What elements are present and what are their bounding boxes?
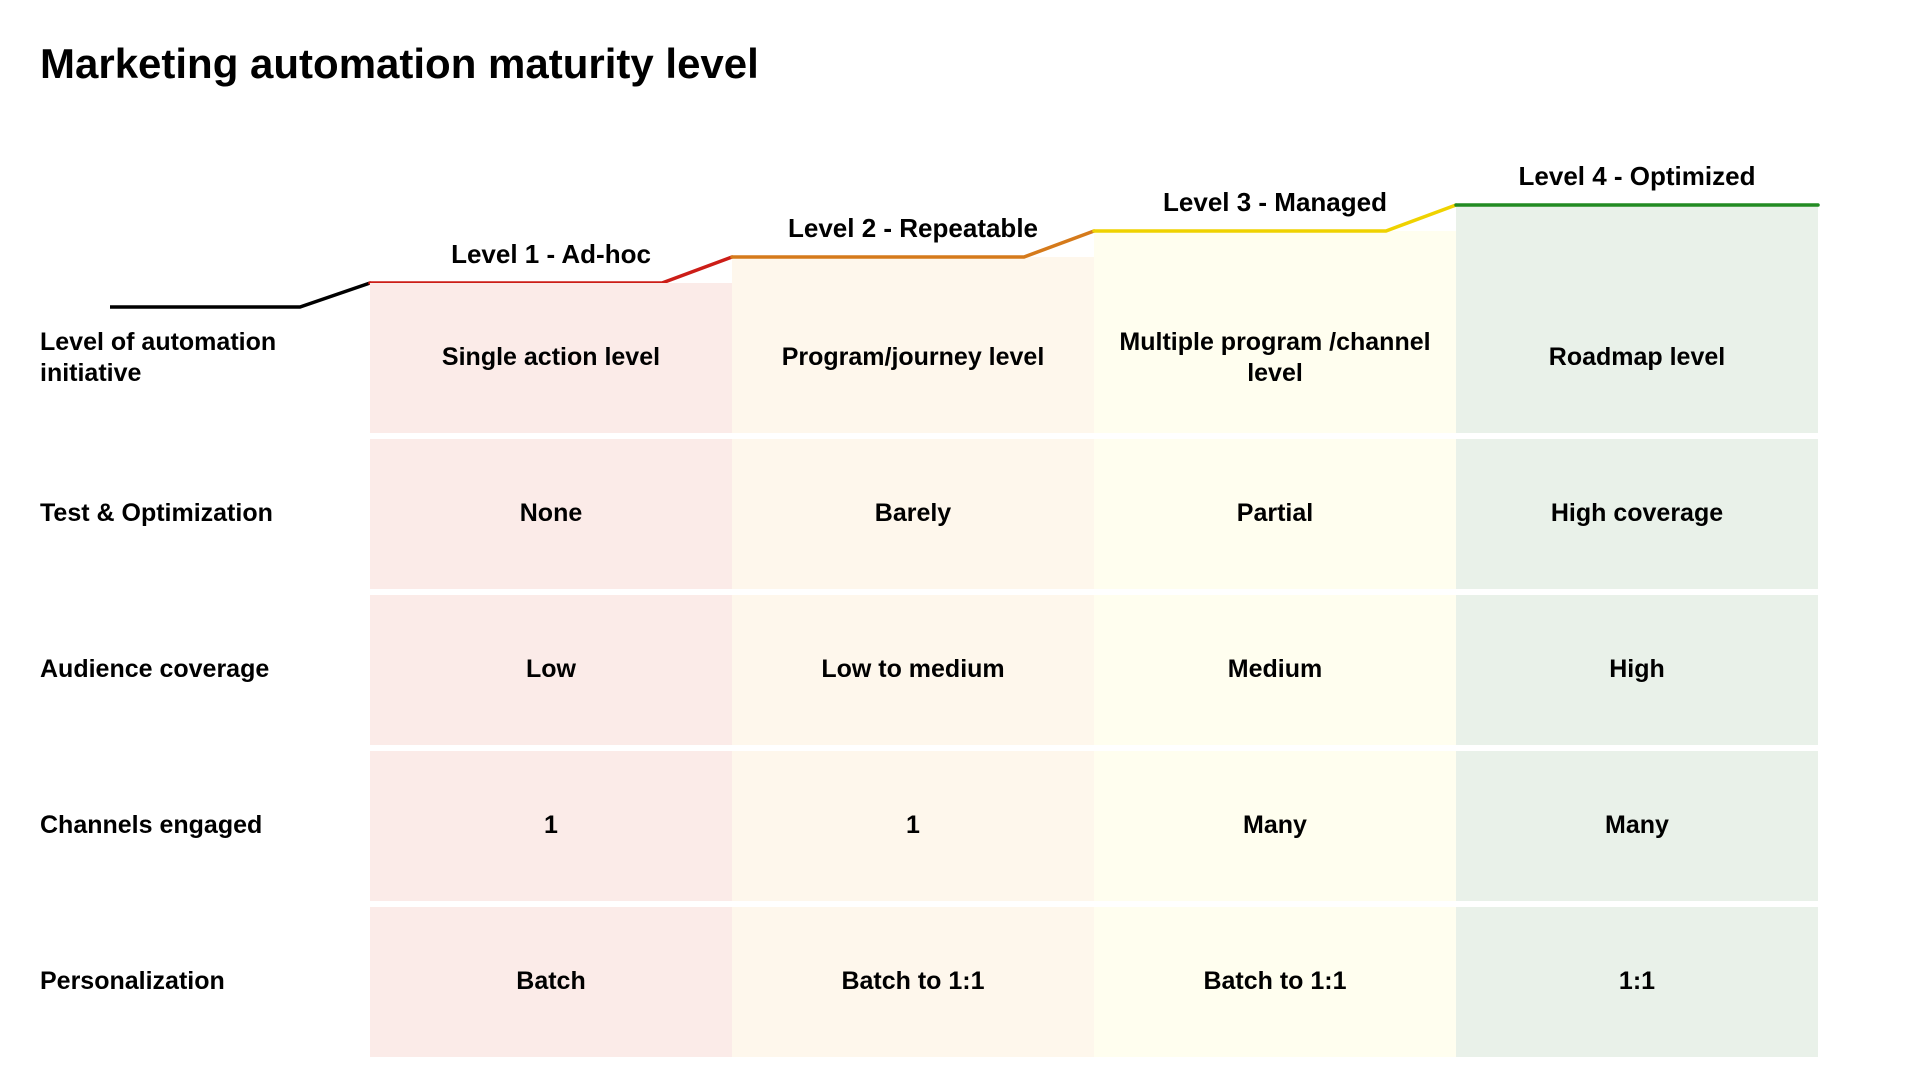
table-cell: Low: [370, 595, 732, 745]
table-cell: Multiple program /channel level: [1094, 283, 1456, 433]
row-label: Personalization: [40, 907, 370, 1057]
level-label: Level 1 - Ad-hoc: [370, 239, 732, 270]
table-cell: Batch to 1:1: [1094, 907, 1456, 1057]
table-cell: None: [370, 439, 732, 589]
table-cell: 1: [732, 751, 1094, 901]
table-cell: Low to medium: [732, 595, 1094, 745]
level-label: Level 3 - Managed: [1094, 187, 1456, 218]
level-label: Level 4 - Optimized: [1456, 161, 1818, 192]
maturity-chart: Level 1 - Ad-hocLevel 2 - RepeatableLeve…: [40, 88, 1820, 1068]
table-cell: 1:1: [1456, 907, 1818, 1057]
page-title: Marketing automation maturity level: [40, 40, 1840, 88]
table-cell: Single action level: [370, 283, 732, 433]
level-band: [1456, 205, 1818, 283]
table-cell: Batch: [370, 907, 732, 1057]
row-label: Audience coverage: [40, 595, 370, 745]
row-label: Channels engaged: [40, 751, 370, 901]
maturity-table: Level of automation initiativeSingle act…: [40, 283, 1820, 1057]
table-cell: Medium: [1094, 595, 1456, 745]
table-cell: Barely: [732, 439, 1094, 589]
level-band: [732, 257, 1094, 283]
table-cell: 1: [370, 751, 732, 901]
level-label: Level 2 - Repeatable: [732, 213, 1094, 244]
table-cell: Batch to 1:1: [732, 907, 1094, 1057]
table-cell: Program/journey level: [732, 283, 1094, 433]
row-label: Test & Optimization: [40, 439, 370, 589]
table-cell: Many: [1456, 751, 1818, 901]
row-label: Level of automation initiative: [40, 283, 370, 433]
table-cell: Partial: [1094, 439, 1456, 589]
level-band: [1094, 231, 1456, 283]
table-cell: High coverage: [1456, 439, 1818, 589]
table-cell: Roadmap level: [1456, 283, 1818, 433]
table-cell: High: [1456, 595, 1818, 745]
table-cell: Many: [1094, 751, 1456, 901]
